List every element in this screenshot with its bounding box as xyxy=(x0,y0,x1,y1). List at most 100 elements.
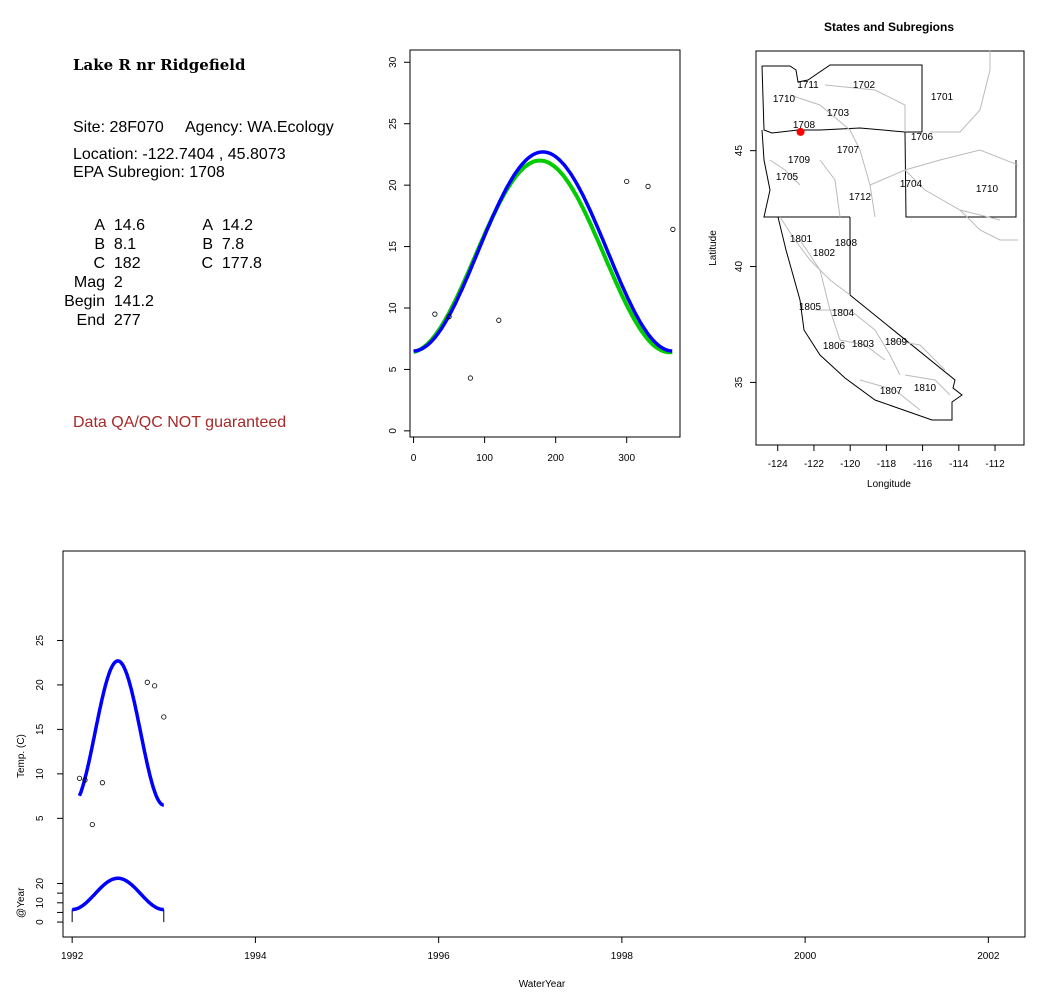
param-value: 277 xyxy=(113,312,141,329)
x-tick-label: 300 xyxy=(618,453,635,464)
data-point xyxy=(99,780,105,786)
params-right: A 14.2 B 7.8 C 177.8 xyxy=(185,217,262,274)
region-label: 1802 xyxy=(813,248,836,259)
fit-line-green xyxy=(413,158,673,355)
y-tick-label: 20 xyxy=(35,878,46,890)
x-tick-label: 2000 xyxy=(794,951,817,962)
region-label: 1806 xyxy=(823,341,846,352)
epa-subregion: EPA Subregion: 1708 xyxy=(73,164,225,181)
param-value: 177.8 xyxy=(221,255,262,272)
region-label: 1705 xyxy=(776,172,799,183)
y-tick-label: 30 xyxy=(388,56,399,68)
param-value: 141.2 xyxy=(113,293,154,310)
x-tick-label: 100 xyxy=(476,453,493,464)
data-point xyxy=(152,683,158,689)
param-value: 182 xyxy=(113,255,141,272)
x-tick-label: -118 xyxy=(877,459,897,470)
region-label: 1702 xyxy=(853,80,876,91)
x-tick-label: -116 xyxy=(913,459,933,470)
x-tick-label: 0 xyxy=(411,453,417,464)
region-label: 1804 xyxy=(832,308,855,319)
x-tick-label: -112 xyxy=(985,459,1005,470)
map-region-labels: 1711 1702 1701 1710 1703 1708 1706 1707 1709 1705… xyxy=(773,80,999,397)
map-title: States and Subregions xyxy=(824,20,954,34)
data-point xyxy=(144,679,150,685)
x-tick-label: 1998 xyxy=(611,951,634,962)
region-label: 1704 xyxy=(900,179,923,190)
fit-line-blue xyxy=(413,150,673,353)
param-label: C xyxy=(93,255,105,272)
data-point xyxy=(670,226,676,232)
region-label: 1712 xyxy=(849,192,872,203)
y-tick-label: 5 xyxy=(35,815,46,821)
region-label: 1707 xyxy=(837,145,860,156)
data-point xyxy=(496,317,502,323)
x-tick-label: 200 xyxy=(547,453,564,464)
fit-line-blue xyxy=(77,659,164,807)
x-tick-label: -120 xyxy=(840,459,860,470)
data-point xyxy=(645,183,651,189)
region-label: 1801 xyxy=(790,234,813,245)
region-label: 1807 xyxy=(880,386,903,397)
data-point xyxy=(467,375,473,381)
site-marker xyxy=(796,127,805,136)
region-label: 1708 xyxy=(793,120,816,131)
annual-fit-line xyxy=(72,876,164,912)
qa-disclaimer: Data QA/QC NOT guaranteed xyxy=(73,414,287,431)
param-label: C xyxy=(201,255,213,272)
y-tick-label: 15 xyxy=(388,241,399,253)
plot-frame xyxy=(62,550,1026,938)
data-point xyxy=(432,311,438,317)
lower-y-label: @Year xyxy=(16,887,27,918)
y-tick-label: 5 xyxy=(388,366,399,372)
site-id: Site: 28F070 xyxy=(73,119,164,136)
subregion-outlines xyxy=(769,50,1019,411)
region-label: 1805 xyxy=(799,302,822,313)
param-label: B xyxy=(94,236,105,253)
y-tick-label: 10 xyxy=(35,897,46,909)
y-tick-label: 20 xyxy=(35,679,46,691)
map-y-axis: 35 40 45 xyxy=(734,145,756,388)
param-value: 8.1 xyxy=(113,236,137,253)
x-tick-label: 1994 xyxy=(244,951,267,962)
location: Location: -122.7404 , 45.8073 xyxy=(73,146,286,163)
x-tick-label: 2002 xyxy=(977,951,1000,962)
x-axis-label: WaterYear xyxy=(519,979,566,990)
site-title: Lake R nr Ridgefield xyxy=(73,56,246,74)
y-tick-label: 20 xyxy=(388,179,399,191)
map-ylabel: Latitude xyxy=(708,230,719,266)
param-label: A xyxy=(202,217,213,234)
param-label: B xyxy=(202,236,213,253)
param-value: 7.8 xyxy=(221,236,245,253)
time-series-chart: 1992 1994 1996 1998 2000 2002 WaterYear 5 10 15 20… xyxy=(16,550,1026,990)
data-point xyxy=(161,714,167,720)
x-tick-label: -124 xyxy=(768,459,788,470)
param-value: 14.6 xyxy=(113,217,146,234)
upper-y-label: Temp. (C) xyxy=(16,734,27,778)
map-x-axis: -124 -122 -120 -118 -116 -114 -112 xyxy=(768,445,1005,470)
y-tick-label: 35 xyxy=(734,376,745,388)
y-tick-label: 25 xyxy=(35,634,46,646)
x-tick-label: -114 xyxy=(949,459,969,470)
param-value: 14.2 xyxy=(221,217,254,234)
region-label: 1709 xyxy=(788,155,811,166)
region-label: 1706 xyxy=(911,132,934,143)
seasonal-chart: 0 100 200 300 0 5 10 15 20 25 30 xyxy=(388,49,681,464)
agency: Agency: WA.Ecology xyxy=(185,119,334,136)
x-tick-label: -122 xyxy=(804,459,824,470)
subregion-map: States and Subregions -124 -122 -120 -118 -1… xyxy=(708,20,1025,490)
data-point xyxy=(76,775,83,781)
region-label: 1809 xyxy=(885,337,908,348)
param-label: End xyxy=(76,312,105,329)
region-label: 1711 xyxy=(797,80,819,91)
y-tick-label: 0 xyxy=(388,428,399,434)
param-label: Begin xyxy=(64,293,105,310)
y-tick-label: 45 xyxy=(734,145,745,157)
data-point xyxy=(446,313,452,320)
region-label: 1701 xyxy=(931,92,954,103)
region-label: 1803 xyxy=(852,339,875,350)
region-label: 1808 xyxy=(835,238,858,249)
region-label: 1710 xyxy=(976,184,999,195)
data-point xyxy=(89,821,95,828)
plot-frame xyxy=(409,49,681,438)
